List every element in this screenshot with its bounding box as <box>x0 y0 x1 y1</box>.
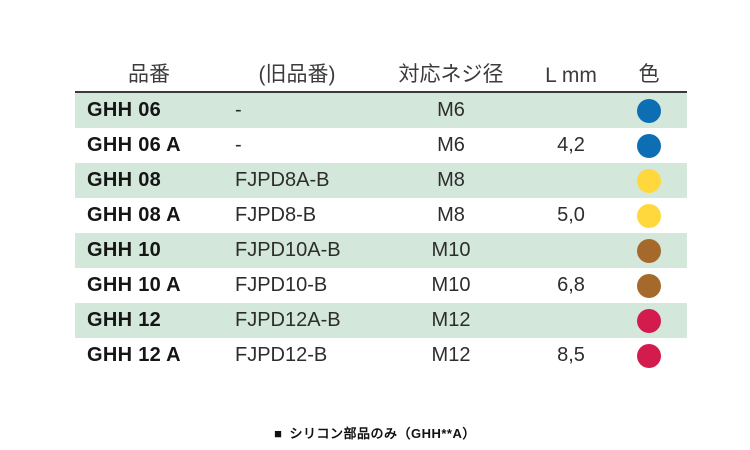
screw-diameter-cell: M6 <box>437 134 465 156</box>
screw-diameter-cell: M12 <box>431 309 471 331</box>
old-part-number-cell: FJPD10A-B <box>235 239 341 261</box>
old-part-number-cell: - <box>235 134 242 156</box>
table-row: GHH 10 A FJPD10-B M10 6,8 <box>75 268 687 303</box>
part-number-cell: GHH 06 <box>87 99 162 121</box>
table-row: GHH 12 A FJPD12-B M12 8,5 <box>75 338 687 373</box>
color-dot <box>637 343 661 368</box>
table-row: GHH 06 A - M6 4,2 <box>75 128 687 163</box>
color-cell <box>611 168 687 193</box>
part-number-cell: GHH 12 <box>87 309 162 331</box>
col-header-part-number: 品番 <box>128 63 170 86</box>
table-row: GHH 12 FJPD12A-B M12 <box>75 303 687 338</box>
screw-diameter-cell: M6 <box>437 99 465 121</box>
color-cell <box>611 273 687 298</box>
color-dot <box>637 308 661 333</box>
color-dot <box>637 133 661 158</box>
color-cell <box>611 238 687 263</box>
table-body: GHH 06 - M6 GHH 06 A - M6 4,2 GHH 08 FJP… <box>75 93 687 373</box>
part-number-cell: GHH 08 A <box>87 204 181 226</box>
screw-diameter-cell: M10 <box>431 239 471 261</box>
color-dot <box>637 238 661 263</box>
old-part-number-cell: FJPD12-B <box>235 344 328 366</box>
col-header-length-mm: L mm <box>545 64 597 87</box>
color-cell <box>611 133 687 158</box>
footnote-text: シリコン部品のみ（GHH**A） <box>289 426 476 441</box>
screw-diameter-cell: M10 <box>431 274 471 296</box>
col-header-color: 色 <box>638 63 660 86</box>
old-part-number-cell: FJPD10-B <box>235 274 328 296</box>
part-number-cell: GHH 06 A <box>87 134 181 156</box>
table-row: GHH 08 FJPD8A-B M8 <box>75 163 687 198</box>
length-cell: 8,5 <box>557 344 585 366</box>
screw-diameter-cell: M12 <box>431 344 471 366</box>
part-number-cell: GHH 08 <box>87 169 162 191</box>
part-number-cell: GHH 10 <box>87 239 162 261</box>
color-dot <box>637 168 661 193</box>
screw-diameter-cell: M8 <box>437 204 465 226</box>
table-row: GHH 08 A FJPD8-B M8 5,0 <box>75 198 687 233</box>
length-cell: 6,8 <box>557 274 585 296</box>
parts-table: 品番 (旧品番) 対応ネジ径 L mm 色 GHH 06 - M6 GHH 06… <box>75 57 687 373</box>
col-header-old-part-number: (旧品番) <box>258 63 336 86</box>
part-number-cell: GHH 12 A <box>87 344 181 366</box>
old-part-number-cell: FJPD8-B <box>235 204 317 226</box>
color-cell <box>611 98 687 123</box>
color-dot <box>637 203 661 228</box>
old-part-number-cell: FJPD8A-B <box>235 169 330 191</box>
table-row: GHH 10 FJPD10A-B M10 <box>75 233 687 268</box>
screw-diameter-cell: M8 <box>437 169 465 191</box>
table-header-row: 品番 (旧品番) 対応ネジ径 L mm 色 <box>75 57 687 93</box>
length-cell: 5,0 <box>557 204 585 226</box>
color-cell <box>611 203 687 228</box>
square-bullet-icon: ■ <box>274 426 283 441</box>
old-part-number-cell: - <box>235 99 242 121</box>
color-dot <box>637 273 661 298</box>
footnote: ■ シリコン部品のみ（GHH**A） <box>0 423 750 442</box>
color-dot <box>637 98 661 123</box>
old-part-number-cell: FJPD12A-B <box>235 309 341 331</box>
table-row: GHH 06 - M6 <box>75 93 687 128</box>
col-header-screw-diameter: 対応ネジ径 <box>398 63 504 86</box>
part-number-cell: GHH 10 A <box>87 274 181 296</box>
color-cell <box>611 308 687 333</box>
length-cell: 4,2 <box>557 134 585 156</box>
color-cell <box>611 343 687 368</box>
